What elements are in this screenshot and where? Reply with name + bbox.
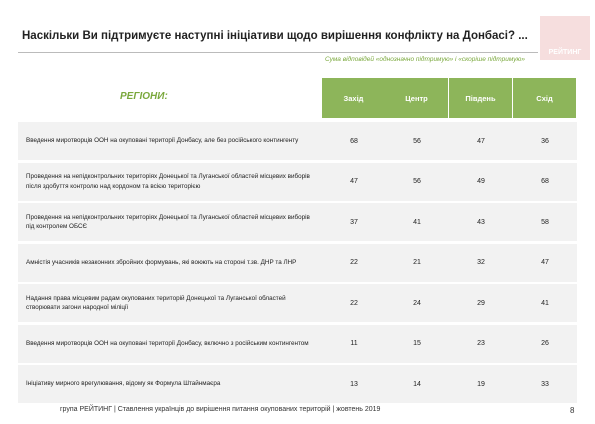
- table-row: Введення миротворців ООН на окуповані те…: [18, 122, 577, 160]
- cell-value: 47: [350, 178, 358, 185]
- cell-value: 19: [477, 380, 485, 388]
- cell-value: 26: [541, 340, 549, 347]
- cell-value: 14: [413, 380, 421, 388]
- cell-value: 56: [413, 178, 421, 185]
- row-label: Проведення на непідконтрольних територія…: [26, 173, 310, 190]
- table-row: Ініціативу мирного врегулювання, відому …: [18, 365, 577, 403]
- footer: група РЕЙТИНГ | Ставлення українців до в…: [60, 406, 381, 413]
- cell-value: 49: [477, 178, 485, 185]
- cell-value: 56: [413, 137, 421, 145]
- row-label: Ініціативу мирного врегулювання, відому …: [26, 380, 221, 388]
- cell-value: 32: [477, 259, 485, 266]
- row-label: Амністія учасників незаконних збройних ф…: [26, 258, 297, 266]
- cell-value: 11: [350, 340, 358, 347]
- cell-value: 22: [350, 299, 358, 307]
- cell-value: 36: [541, 137, 549, 145]
- table-row: Введення миротворців ООН на окуповані те…: [18, 324, 577, 363]
- column-header: Центр: [385, 78, 449, 118]
- cell-value: 29: [477, 299, 485, 307]
- cell-value: 41: [541, 299, 549, 307]
- column-header: Захід: [322, 78, 386, 118]
- row-label: Проведення на непідконтрольних територія…: [26, 213, 310, 230]
- cell-value: 58: [541, 218, 549, 226]
- title: Наскільки Ви підтримуєте наступні ініціа…: [22, 30, 528, 42]
- column-header: Південь: [449, 78, 513, 118]
- cell-value: 41: [413, 218, 421, 226]
- table-corner: РЕГІОНИ:: [120, 91, 168, 102]
- cell-value: 68: [541, 178, 549, 185]
- cell-value: 21: [413, 259, 421, 266]
- table-row: Амністія учасників незаконних збройних ф…: [18, 243, 577, 282]
- subtitle: Сума відповідей «однозначно підтримую» і…: [324, 56, 525, 63]
- cell-value: 37: [350, 218, 358, 226]
- cell-value: 33: [541, 380, 549, 388]
- cell-value: 68: [350, 137, 358, 145]
- page-number: 8: [570, 406, 575, 415]
- cell-value: 47: [541, 259, 549, 266]
- row-label: Введення миротворців ООН на окуповані те…: [26, 339, 309, 347]
- cell-value: 15: [413, 340, 421, 347]
- cell-value: 23: [477, 340, 485, 347]
- cell-value: 24: [413, 299, 421, 307]
- title-rule: [18, 52, 538, 53]
- column-header: Схід: [513, 78, 577, 118]
- cell-value: 43: [477, 218, 485, 226]
- table-row: Проведення на непідконтрольних територія…: [18, 162, 577, 201]
- cell-value: 47: [477, 137, 485, 145]
- row-label: Надання права місцевим радам окупованих …: [26, 294, 286, 311]
- table-row: Проведення на непідконтрольних територія…: [18, 203, 577, 241]
- logo: РЕЙТИНГ: [540, 16, 590, 60]
- cell-value: 22: [350, 259, 358, 266]
- table-row: Надання права місцевим радам окупованих …: [18, 284, 577, 322]
- row-label: Введення миротворців ООН на окуповані те…: [26, 137, 299, 145]
- cell-value: 13: [350, 380, 358, 388]
